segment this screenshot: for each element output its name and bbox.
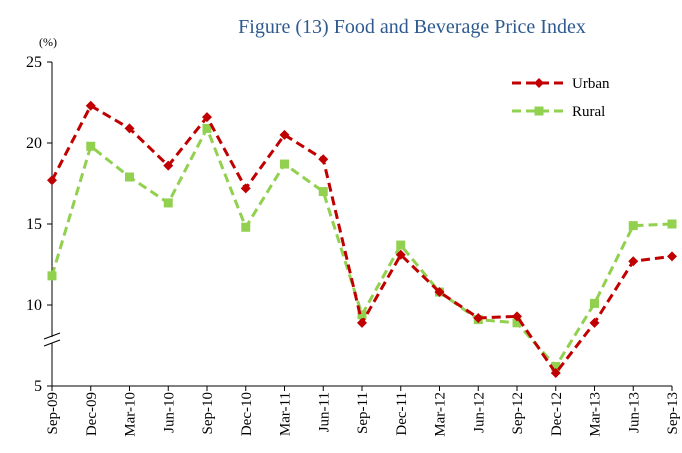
- data-point: [202, 112, 212, 123]
- legend-marker: [534, 78, 544, 88]
- legend-label: Urban: [572, 76, 610, 92]
- data-point: [202, 123, 212, 133]
- data-point: [512, 318, 522, 328]
- legend-marker: [534, 106, 544, 116]
- data-point: [318, 187, 328, 197]
- y-tick-label: 5: [34, 378, 42, 395]
- data-point: [163, 160, 174, 171]
- series-line: [50, 103, 673, 376]
- y-tick-label: 25: [26, 54, 42, 71]
- data-point: [590, 298, 599, 308]
- legend-label: Rural: [572, 104, 605, 120]
- data-point: [396, 240, 406, 250]
- data-point: [241, 222, 251, 232]
- x-tick-label: Jun-10: [161, 392, 177, 433]
- x-tick-label: Jun-13: [626, 392, 642, 433]
- axis-break: [43, 339, 61, 347]
- data-point: [86, 141, 96, 151]
- axis-break: [43, 332, 61, 340]
- data-point: [395, 249, 406, 260]
- data-point: [279, 129, 290, 140]
- y-tick-label: 10: [26, 297, 42, 314]
- x-tick-label: Sep-13: [665, 392, 681, 435]
- series-line: [50, 124, 673, 370]
- x-tick-label: Sep-11: [355, 392, 371, 434]
- data-point: [512, 311, 522, 322]
- data-point: [357, 317, 367, 328]
- data-point: [318, 154, 329, 165]
- x-tick-label: Mar-10: [123, 392, 139, 437]
- x-tick-label: Dec-09: [84, 392, 100, 436]
- x-tick-label: Dec-10: [239, 392, 255, 436]
- data-point: [473, 312, 484, 323]
- x-tick-label: Jun-11: [316, 392, 332, 432]
- data-point: [47, 175, 57, 186]
- x-tick-label: Mar-11: [278, 392, 294, 436]
- data-point: [124, 123, 135, 134]
- data-point: [434, 287, 445, 298]
- y-tick-label: 20: [26, 135, 42, 152]
- chart-title: Figure (13) Food and Beverage Price Inde…: [238, 16, 586, 38]
- y-tick-label: 15: [26, 216, 42, 233]
- y-axis-label: (%): [39, 35, 57, 49]
- x-tick-label: Dec-11: [394, 392, 410, 436]
- data-point: [280, 159, 289, 169]
- data-point: [85, 100, 96, 111]
- axis-break-gap: [44, 337, 60, 343]
- x-tick-label: Sep-12: [510, 392, 526, 435]
- x-tick-label: Mar-13: [588, 392, 604, 437]
- data-point: [125, 172, 134, 182]
- x-tick-label: Dec-12: [549, 392, 565, 436]
- data-point: [628, 221, 638, 231]
- data-point: [589, 317, 600, 328]
- x-tick-label: Jun-12: [471, 392, 487, 433]
- data-point: [550, 368, 561, 379]
- data-point: [357, 310, 367, 320]
- data-point: [47, 271, 57, 281]
- x-tick-label: Sep-09: [45, 392, 61, 435]
- x-tick-label: Mar-12: [433, 392, 449, 437]
- data-point: [240, 183, 251, 194]
- data-point: [667, 251, 677, 262]
- x-tick-label: Sep-10: [200, 392, 216, 435]
- data-point: [628, 256, 639, 267]
- data-point: [551, 362, 561, 372]
- data-point: [667, 219, 677, 229]
- data-point: [163, 198, 173, 208]
